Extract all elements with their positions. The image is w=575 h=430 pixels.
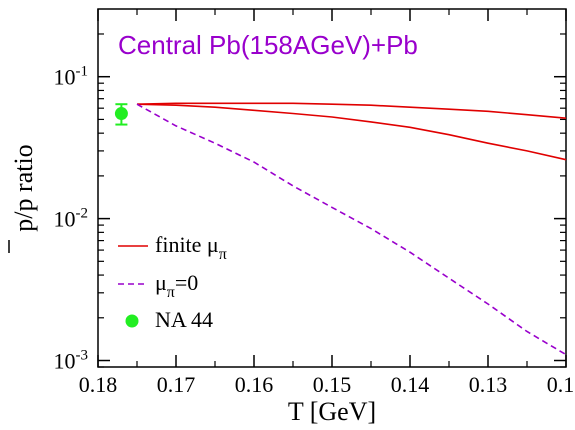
x-axis-title: T [GeV] (288, 397, 376, 426)
x-tick-label: 0.18 (79, 372, 118, 397)
x-tick-label: 0.17 (157, 372, 196, 397)
series-line-3 (136, 103, 567, 356)
y-tick-label: 10-2 (54, 206, 89, 232)
legend: finite μπ μπ=0 NA 44 (118, 232, 227, 332)
points-layer (114, 103, 128, 126)
legend-label: μπ=0 (155, 270, 198, 301)
legend-label: NA 44 (155, 307, 213, 332)
series-line-2 (136, 103, 567, 161)
x-tick-label: 0.15 (313, 372, 352, 397)
axis-ticks: 0.18 0.17 0.16 0.15 0.14 0.13 0.12 10-3 10-2 10-1 (54, 9, 575, 397)
y-tick-label: 10-1 (54, 64, 89, 90)
x-tick-label: 0.14 (391, 372, 430, 397)
y-axis-title: p/p ratio (9, 144, 38, 231)
x-tick-label: 0.13 (469, 372, 508, 397)
x-tick-label: 0.12 (547, 372, 575, 397)
series-layer (136, 102, 567, 356)
y-tick-label: 10-3 (54, 348, 89, 374)
data-point-na44 (114, 107, 128, 121)
series-line-1 (136, 102, 567, 119)
x-tick-label: 0.16 (235, 372, 274, 397)
chart-title: Central Pb(158AGeV)+Pb (118, 30, 418, 60)
legend-label: finite μπ (155, 232, 227, 263)
legend-marker-dot (125, 314, 139, 328)
